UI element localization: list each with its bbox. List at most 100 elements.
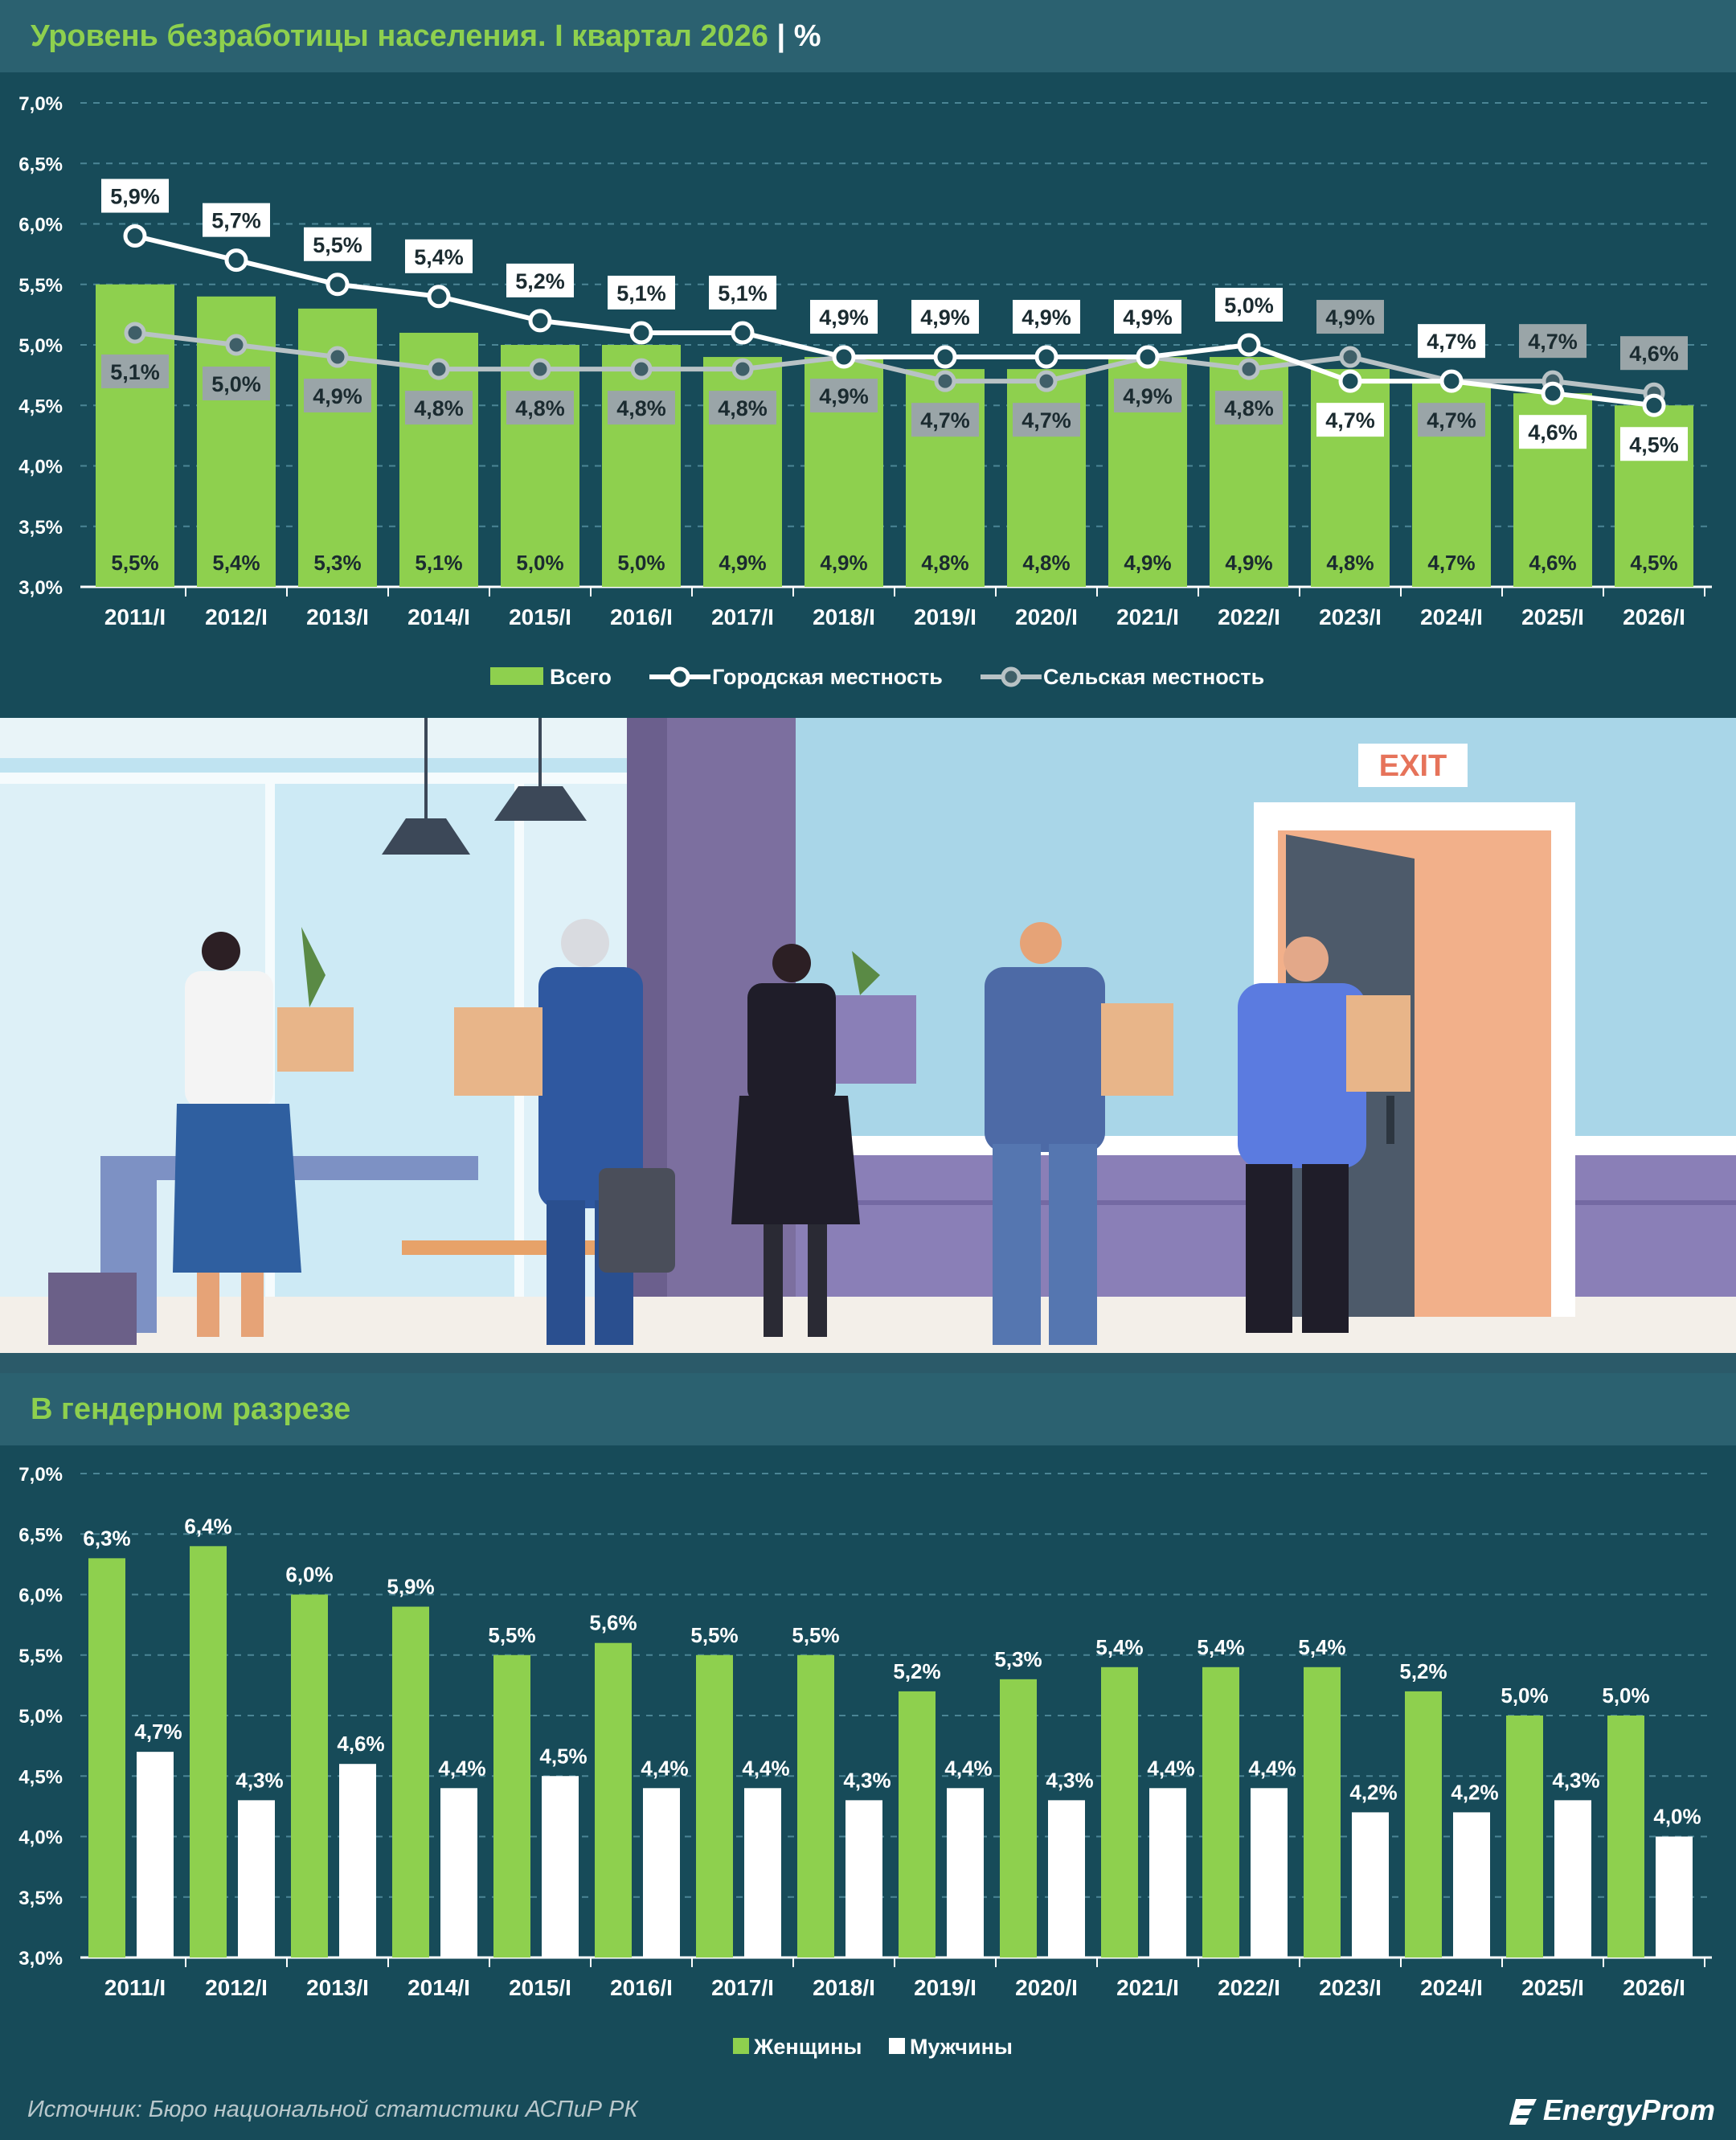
chart1-urban-label-box — [1316, 403, 1384, 437]
chart2-bar-women — [1101, 1666, 1138, 1958]
chart2-xtick-label: 2024/I — [1420, 1975, 1483, 2000]
chart2-legend-men-swatch — [889, 2038, 905, 2054]
source-text: Источник: Бюро национальной статистики А… — [27, 2097, 638, 2122]
chart1-urban-point — [1338, 369, 1362, 393]
chart2-bar-men — [137, 1752, 174, 1958]
chart1-rural-label: 4,9% — [819, 384, 869, 408]
chart1-rural-point — [124, 322, 146, 344]
brand-name: EnergyProm — [1542, 2093, 1715, 2126]
chart1-ytick-label: 3,5% — [18, 517, 63, 539]
chart1-urban-label: 5,4% — [414, 245, 464, 269]
chart1-urban-point — [1237, 333, 1261, 357]
chart1-legend-urban: Городская местность — [712, 665, 943, 689]
chart2-bar-men-label: 4,7% — [134, 1720, 182, 1744]
chart1-urban-label: 4,9% — [819, 305, 869, 330]
chart2-bar-women-label: 5,0% — [1602, 1683, 1649, 1707]
chart1-urban-line — [134, 233, 1655, 408]
chart2-bar-men — [1554, 1800, 1591, 1958]
chart1-xtick-label: 2023/I — [1319, 605, 1382, 629]
chart1-xtick-label: 2026/I — [1623, 605, 1685, 629]
chart1-urban-label: 5,9% — [110, 185, 160, 209]
chart1-urban-label-box — [304, 227, 371, 261]
chart2-bar-women — [1202, 1666, 1239, 1958]
chart1-urban-label-box — [203, 203, 270, 237]
chart1-xtick-label: 2012/I — [205, 605, 268, 629]
chart1-urban-label-box — [101, 178, 169, 213]
chart1-rural-label: 4,9% — [1325, 305, 1375, 330]
chart2-xtick-label: 2012/I — [205, 1975, 268, 2000]
chart2-xtick-label: 2013/I — [306, 1975, 369, 2000]
chart1-xtick-label: 2022/I — [1218, 605, 1280, 629]
chart1-title-unit: % — [793, 19, 821, 53]
chart2-bar-women — [190, 1546, 227, 1958]
chart2-bar-men-label: 4,3% — [235, 1768, 283, 1792]
chart1-urban-label: 5,1% — [718, 281, 768, 305]
chart1-rural-label: 4,7% — [1022, 408, 1071, 433]
chart2-bar-men — [1453, 1812, 1490, 1958]
chart1-urban-label-box — [911, 300, 979, 334]
chart1-legend-rural: Сельская местность — [1043, 665, 1264, 689]
chart2-xtick-label: 2018/I — [813, 1975, 875, 2000]
chart1-title: Уровень безработицы населения. I квартал… — [31, 19, 821, 53]
chart2-header: В гендерном разрезе — [0, 1373, 1736, 1445]
chart1-rural-label: 4,9% — [313, 384, 362, 408]
chart1-header: Уровень безработицы населения. I квартал… — [0, 0, 1736, 72]
chart1-rural-point — [630, 358, 653, 380]
chart1-urban-point — [1642, 393, 1666, 417]
chart2-xtick-label: 2016/I — [610, 1975, 673, 2000]
chart1-rural-label: 4,9% — [1123, 384, 1173, 408]
chart1-rural-point — [1339, 346, 1361, 368]
chart2-ytick-label: 7,0% — [18, 1464, 63, 1486]
chart2-bar-men — [339, 1764, 376, 1958]
chart2-bar-women — [595, 1642, 632, 1958]
chart1-xtick-label: 2020/I — [1015, 605, 1078, 629]
footer: Источник: Бюро национальной статистики А… — [0, 2082, 1736, 2140]
chart1-rural-label: 5,1% — [110, 360, 160, 384]
chart1-rural-label-box — [405, 391, 473, 425]
chart2-bar-men-label: 4,6% — [337, 1732, 384, 1756]
chart2-bar-women — [1405, 1691, 1442, 1958]
chart1-urban-point — [933, 345, 957, 369]
chart1-xtick-label: 2024/I — [1420, 605, 1483, 629]
chart1-rural-label-box — [709, 391, 776, 425]
chart1-urban-label-box — [810, 300, 878, 334]
chart1-xtick-label: 2019/I — [914, 605, 976, 629]
person-5 — [1238, 937, 1410, 1333]
chart2-bar-women-label: 5,0% — [1501, 1683, 1548, 1707]
person-4 — [985, 922, 1173, 1345]
chart2-bar-men-label: 4,4% — [641, 1756, 688, 1780]
chart2-bar-women-label: 5,4% — [1197, 1635, 1244, 1659]
chart2-xtick-label: 2021/I — [1116, 1975, 1179, 2000]
chart2-bar-women — [392, 1606, 429, 1958]
chart1-bar-total-label: 5,0% — [617, 551, 665, 575]
chart2-bar-men-label: 4,2% — [1349, 1780, 1397, 1804]
chart1-ytick-label: 6,5% — [18, 154, 63, 175]
chart2-bar-women-label: 5,2% — [893, 1659, 940, 1683]
chart1-urban-point — [224, 248, 248, 273]
chart2-bar-men — [947, 1788, 984, 1958]
chart1-urban-label: 5,1% — [616, 281, 666, 305]
chart1-rural-label-box — [304, 379, 371, 413]
chart2-bar-men — [542, 1776, 579, 1958]
chart2-bar-women — [899, 1691, 936, 1958]
chart1-bar-total-label: 5,5% — [111, 551, 158, 575]
chart2-bar-women-label: 5,2% — [1399, 1659, 1447, 1683]
chart1-rural-point — [225, 334, 248, 356]
chart2-bar-women-label: 6,0% — [285, 1563, 333, 1587]
chart1-ytick-label: 4,0% — [18, 457, 63, 478]
chart1-urban-point — [832, 345, 856, 369]
chart1-bar-total-label: 4,5% — [1630, 551, 1677, 575]
chart2-bar-men — [1048, 1800, 1085, 1958]
chart1-rural-point — [1035, 370, 1058, 392]
chart1-bar-total-label: 4,8% — [921, 551, 968, 575]
chart1-urban-point — [1136, 345, 1160, 369]
chart2-bar-women — [797, 1654, 834, 1958]
chart1-bar-total-label: 5,1% — [415, 551, 462, 575]
chart2-bar-women — [1000, 1679, 1037, 1958]
chart1-bar-total — [501, 345, 579, 587]
chart1-rural-label-box — [203, 367, 270, 400]
chart2-bar-women-label: 5,3% — [994, 1647, 1042, 1671]
chart1-urban-label-box — [1013, 300, 1080, 334]
chart1-rural-label-box — [1418, 403, 1485, 437]
chart1-urban-point — [1439, 369, 1464, 393]
